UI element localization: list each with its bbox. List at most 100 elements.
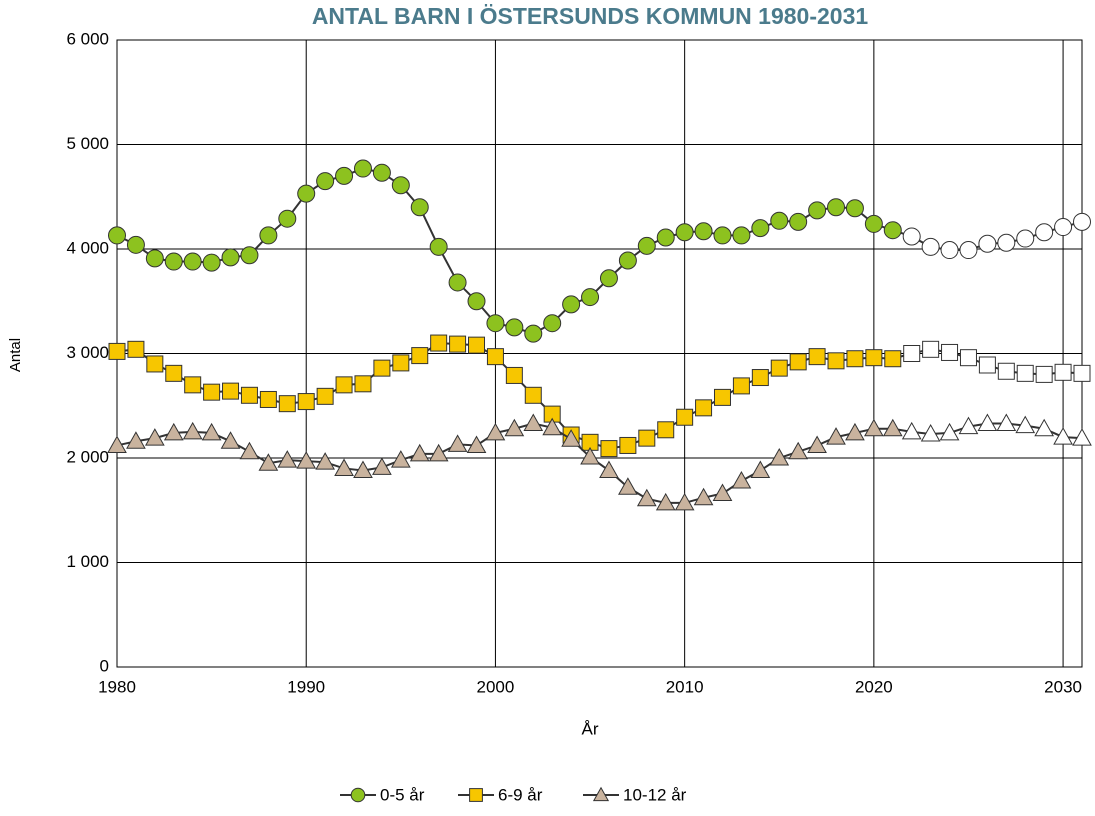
marker — [221, 248, 240, 267]
marker — [182, 421, 203, 440]
marker — [693, 487, 714, 506]
marker — [485, 422, 506, 441]
marker — [428, 443, 449, 462]
y-tick-label: 5 000 — [66, 134, 109, 153]
marker — [901, 421, 922, 440]
y-tick-label: 4 000 — [66, 238, 109, 257]
marker — [468, 336, 486, 354]
marker — [504, 418, 525, 437]
marker — [543, 314, 562, 333]
marker — [997, 233, 1016, 252]
marker — [618, 251, 637, 270]
marker — [429, 237, 448, 256]
marker — [674, 492, 695, 511]
marker — [712, 483, 733, 502]
marker — [354, 375, 372, 393]
marker — [524, 386, 542, 404]
y-axis-label: Antal — [7, 338, 24, 372]
marker — [372, 457, 392, 475]
marker — [316, 172, 335, 191]
marker — [922, 340, 940, 358]
marker — [335, 166, 354, 185]
marker — [353, 159, 372, 178]
marker — [592, 786, 610, 802]
marker — [732, 226, 751, 245]
marker — [713, 388, 731, 406]
marker — [505, 366, 523, 384]
x-tick-label: 2020 — [855, 677, 893, 696]
marker — [789, 353, 807, 371]
marker — [447, 434, 468, 452]
marker — [807, 435, 827, 453]
marker — [827, 198, 846, 217]
marker — [846, 350, 864, 368]
marker — [694, 222, 713, 241]
marker — [789, 212, 808, 231]
marker — [713, 226, 732, 245]
marker — [467, 292, 486, 311]
marker — [108, 342, 126, 360]
marker — [638, 429, 656, 447]
marker — [277, 450, 298, 468]
marker — [959, 241, 978, 260]
chart-title: ANTAL BARN I ÖSTERSUNDS KOMMUN 1980-2031 — [312, 3, 869, 29]
marker — [297, 184, 316, 203]
marker — [903, 345, 921, 362]
marker — [599, 460, 619, 479]
marker — [978, 356, 996, 374]
marker — [845, 422, 865, 441]
marker — [882, 418, 903, 437]
marker — [1054, 363, 1072, 381]
marker — [580, 446, 600, 465]
marker — [353, 460, 373, 479]
marker — [202, 253, 221, 272]
marker — [239, 441, 260, 460]
marker — [334, 458, 354, 476]
marker — [203, 383, 221, 401]
marker — [561, 429, 581, 447]
marker — [695, 399, 713, 417]
marker — [259, 390, 277, 408]
marker — [165, 364, 183, 382]
marker — [883, 221, 902, 240]
marker — [126, 431, 146, 449]
y-tick-label: 0 — [100, 656, 109, 675]
series-line — [116, 167, 1083, 335]
marker — [449, 335, 467, 353]
marker — [636, 488, 657, 507]
marker — [201, 422, 222, 441]
marker — [164, 252, 183, 271]
marker — [127, 340, 145, 358]
marker — [411, 347, 429, 365]
marker — [978, 234, 997, 253]
marker — [1016, 364, 1034, 382]
marker — [731, 470, 752, 489]
marker — [391, 176, 410, 195]
marker — [1073, 212, 1091, 231]
y-tick-label: 3 000 — [66, 343, 109, 362]
marker — [977, 413, 998, 432]
marker — [997, 362, 1015, 380]
marker — [750, 460, 771, 479]
marker — [259, 226, 278, 245]
marker — [315, 452, 335, 470]
marker — [183, 252, 202, 271]
marker — [107, 435, 127, 453]
marker — [827, 352, 845, 370]
marker — [316, 387, 334, 405]
marker — [657, 421, 675, 439]
marker — [864, 418, 884, 437]
marker — [390, 450, 411, 468]
x-tick-label: 2010 — [666, 677, 704, 696]
marker — [145, 249, 164, 268]
marker — [1054, 218, 1073, 237]
marker — [637, 236, 656, 255]
marker — [676, 408, 694, 426]
marker — [1035, 365, 1053, 383]
marker — [392, 354, 410, 372]
marker — [222, 382, 240, 400]
marker — [921, 237, 940, 256]
marker — [1015, 415, 1036, 434]
marker — [258, 453, 279, 471]
marker — [675, 223, 694, 242]
